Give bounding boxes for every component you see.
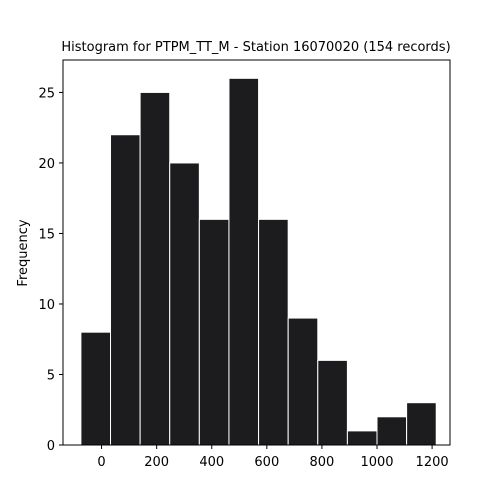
y-tick-label: 5 <box>47 368 55 383</box>
x-tick-label: 600 <box>254 455 279 470</box>
chart-title: Histogram for PTPM_TT_M - Station 160700… <box>61 40 450 55</box>
histogram-bar <box>198 218 230 446</box>
histogram-bar <box>406 402 437 446</box>
histogram-bar <box>228 77 260 446</box>
y-tick-label: 25 <box>38 86 55 101</box>
histogram-bar <box>376 416 408 446</box>
y-tick-label: 10 <box>38 298 55 313</box>
x-tick-label: 1000 <box>360 455 393 470</box>
y-tick-label: 15 <box>38 227 55 242</box>
histogram-bar <box>346 430 378 446</box>
histogram-bar <box>169 162 200 446</box>
y-tick-label: 0 <box>47 439 55 454</box>
bars-group <box>80 77 437 446</box>
x-tick-label: 0 <box>97 455 105 470</box>
histogram-bar <box>139 91 171 446</box>
histogram-bar <box>80 331 112 446</box>
x-tick-label: 200 <box>144 455 169 470</box>
histogram-bar <box>258 218 289 446</box>
x-tick-label: 1200 <box>416 455 449 470</box>
histogram-bar <box>317 359 348 446</box>
x-tick-label: 800 <box>310 455 335 470</box>
plot-frame <box>62 59 451 446</box>
y-tick-label: 20 <box>38 157 55 172</box>
x-tick-label: 400 <box>199 455 224 470</box>
histogram-bar <box>110 134 141 446</box>
histogram-bar <box>287 317 319 446</box>
y-axis-label: Frequency <box>16 219 31 286</box>
axes-group: 0 200 400 600 800 1000 1200 0 5 10 15 20 25 <box>38 59 451 470</box>
